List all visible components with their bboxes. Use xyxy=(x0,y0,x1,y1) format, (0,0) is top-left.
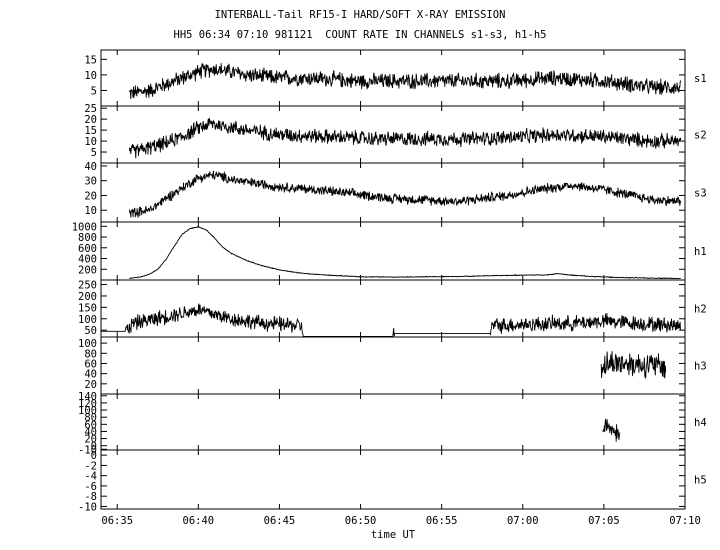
x-tick-label: 07:05 xyxy=(588,515,620,527)
y-tick-label: 800 xyxy=(78,232,97,244)
y-tick-label: 100 xyxy=(78,338,97,350)
y-tick-label: 15 xyxy=(84,54,97,66)
chart-title: INTERBALL-Tail RF15-I HARD/SOFT X-RAY EM… xyxy=(214,9,506,21)
channel-label: h5 xyxy=(694,475,707,487)
y-tick-label: 0 xyxy=(91,441,97,453)
panel-frame xyxy=(100,336,686,395)
y-tick-label: -2 xyxy=(84,460,97,472)
y-tick-label: -10 xyxy=(78,501,97,513)
y-tick-label: 200 xyxy=(78,264,97,276)
series-line-h2 xyxy=(101,303,681,337)
y-tick-label: 60 xyxy=(84,419,97,431)
x-tick-label: 07:00 xyxy=(507,515,539,527)
panel-s3: 10 20 30 40 s3 xyxy=(84,161,707,223)
y-tick-label: 15 xyxy=(84,125,97,137)
x-tick-label: 07:10 xyxy=(669,515,701,527)
y-tick-label: 80 xyxy=(84,348,97,360)
y-tick-label: 20 xyxy=(84,190,97,202)
x-tick-label: 06:55 xyxy=(426,515,458,527)
series-line-h3 xyxy=(600,351,667,379)
x-tick-label: 06:40 xyxy=(183,515,215,527)
y-tick-label: 50 xyxy=(84,325,97,337)
y-tick-label: 30 xyxy=(84,176,97,188)
y-tick-label: -8 xyxy=(84,491,97,503)
y-tick-label: 120 xyxy=(78,398,97,410)
y-tick-label: 0 xyxy=(91,450,97,462)
y-tick-label: -10 xyxy=(78,444,97,456)
y-tick-label: 40 xyxy=(84,161,97,173)
channel-label: h2 xyxy=(694,304,707,316)
channel-label: h1 xyxy=(694,246,707,258)
y-tick-label: 40 xyxy=(84,369,97,381)
channel-label: h3 xyxy=(694,361,707,373)
y-tick-label: 20 xyxy=(84,114,97,126)
y-tick-label: 140 xyxy=(78,391,97,403)
panel-frame xyxy=(100,393,686,451)
x-tick-label: 06:45 xyxy=(264,515,296,527)
panel-s1: 5 10 15 s1 xyxy=(84,49,707,107)
panel-frame xyxy=(100,449,686,510)
y-tick-label: 40 xyxy=(84,426,97,438)
y-tick-label: 10 xyxy=(84,205,97,217)
series-line-s2 xyxy=(128,117,682,159)
x-axis-label: time UT xyxy=(371,529,416,541)
y-tick-label: 400 xyxy=(78,254,97,266)
channel-label: s3 xyxy=(694,188,707,200)
x-tick-label: 06:50 xyxy=(345,515,377,527)
panel-h5: -10-8-6-4-20 h5 xyxy=(78,449,707,513)
x-tick-label: 06:35 xyxy=(101,515,133,527)
y-tick-label: 1000 xyxy=(72,221,97,233)
y-tick-label: 60 xyxy=(84,358,97,370)
series-line-s3 xyxy=(128,170,682,218)
series-line-h1 xyxy=(129,226,681,280)
y-tick-label: 100 xyxy=(78,314,97,326)
panel-frame xyxy=(100,162,686,223)
y-tick-label: 200 xyxy=(78,291,97,303)
series-line-s1 xyxy=(128,63,682,100)
chart-subtitle: HH5 06:34 07:10 981121 COUNT RATE IN CHA… xyxy=(173,29,547,41)
y-tick-label: 150 xyxy=(78,302,97,314)
y-tick-label: -4 xyxy=(84,471,97,483)
channel-label: h4 xyxy=(694,417,707,429)
panel-frame xyxy=(100,221,686,281)
panel-frame xyxy=(100,279,686,338)
channel-label: s2 xyxy=(694,130,707,142)
y-tick-label: 10 xyxy=(84,70,97,82)
y-tick-label: 5 xyxy=(91,147,97,159)
y-tick-label: 100 xyxy=(78,405,97,417)
series-line-h4 xyxy=(602,418,621,442)
y-tick-label: -6 xyxy=(84,481,97,493)
y-tick-label: 25 xyxy=(84,103,97,115)
channel-label: s1 xyxy=(694,73,707,85)
y-tick-label: 5 xyxy=(91,85,97,97)
y-tick-label: 20 xyxy=(84,434,97,446)
y-tick-label: 80 xyxy=(84,412,97,424)
y-tick-label: 10 xyxy=(84,136,97,148)
y-tick-label: 600 xyxy=(78,243,97,255)
y-tick-label: 250 xyxy=(78,280,97,292)
y-tick-label: 20 xyxy=(84,379,97,391)
